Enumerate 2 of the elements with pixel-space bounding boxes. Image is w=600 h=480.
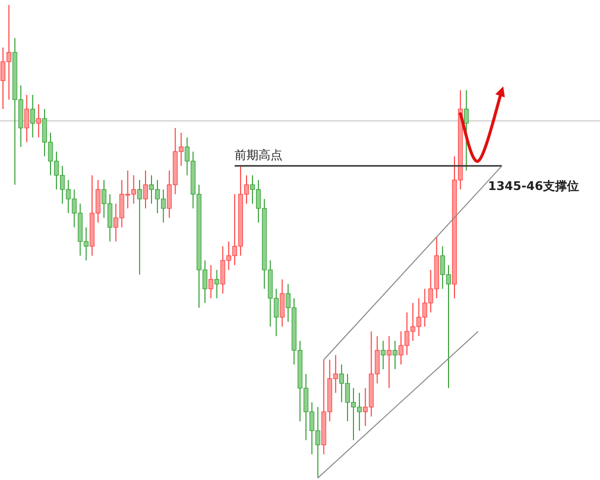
annotation: 前期高点 [234,148,283,162]
annotation: 1345-46支撑位 [488,178,580,193]
